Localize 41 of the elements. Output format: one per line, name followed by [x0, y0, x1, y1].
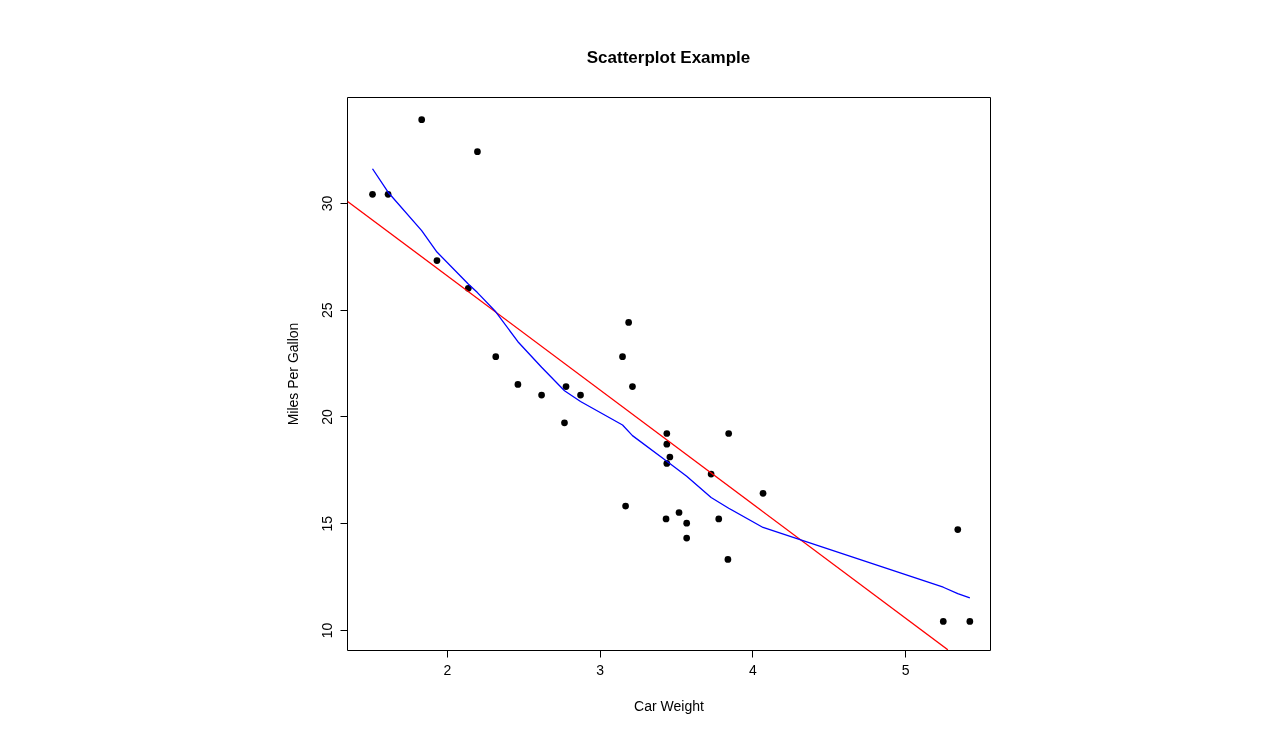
y-tick-label: 15 — [318, 515, 335, 532]
point — [625, 319, 632, 326]
y-tick-label: 10 — [318, 622, 335, 639]
x-tick-label: 2 — [443, 661, 452, 678]
point — [675, 509, 683, 516]
point — [725, 430, 733, 437]
point — [759, 489, 767, 497]
point — [966, 618, 974, 625]
point — [369, 191, 376, 198]
point — [492, 353, 500, 360]
chart-title: Scatterplot Example — [586, 48, 751, 67]
x-axis-title: Car Weight — [634, 697, 704, 714]
point — [514, 381, 522, 388]
point — [418, 116, 426, 123]
point — [724, 556, 732, 563]
point — [662, 515, 670, 523]
point — [629, 383, 636, 390]
x-tick-label: 4 — [748, 661, 757, 678]
y-tick-label: 25 — [318, 302, 335, 318]
point — [663, 430, 671, 437]
point — [622, 502, 629, 510]
point — [619, 353, 626, 360]
point — [954, 526, 962, 533]
line-series — [371, 168, 971, 599]
point — [683, 534, 691, 542]
point — [666, 453, 674, 461]
point — [538, 391, 545, 399]
y-axis-title: Miles Per Gallon — [284, 322, 301, 426]
point — [433, 257, 441, 264]
point — [715, 515, 723, 523]
y-tick-label: 30 — [318, 195, 335, 212]
point — [577, 391, 584, 399]
point — [663, 440, 671, 448]
point — [562, 383, 570, 390]
point — [683, 519, 691, 527]
x-tick-label: 5 — [901, 661, 910, 678]
point — [561, 419, 568, 427]
point — [939, 618, 947, 625]
y-tick-label: 20 — [318, 408, 335, 425]
point — [474, 148, 481, 156]
x-tick-label: 3 — [596, 661, 605, 678]
